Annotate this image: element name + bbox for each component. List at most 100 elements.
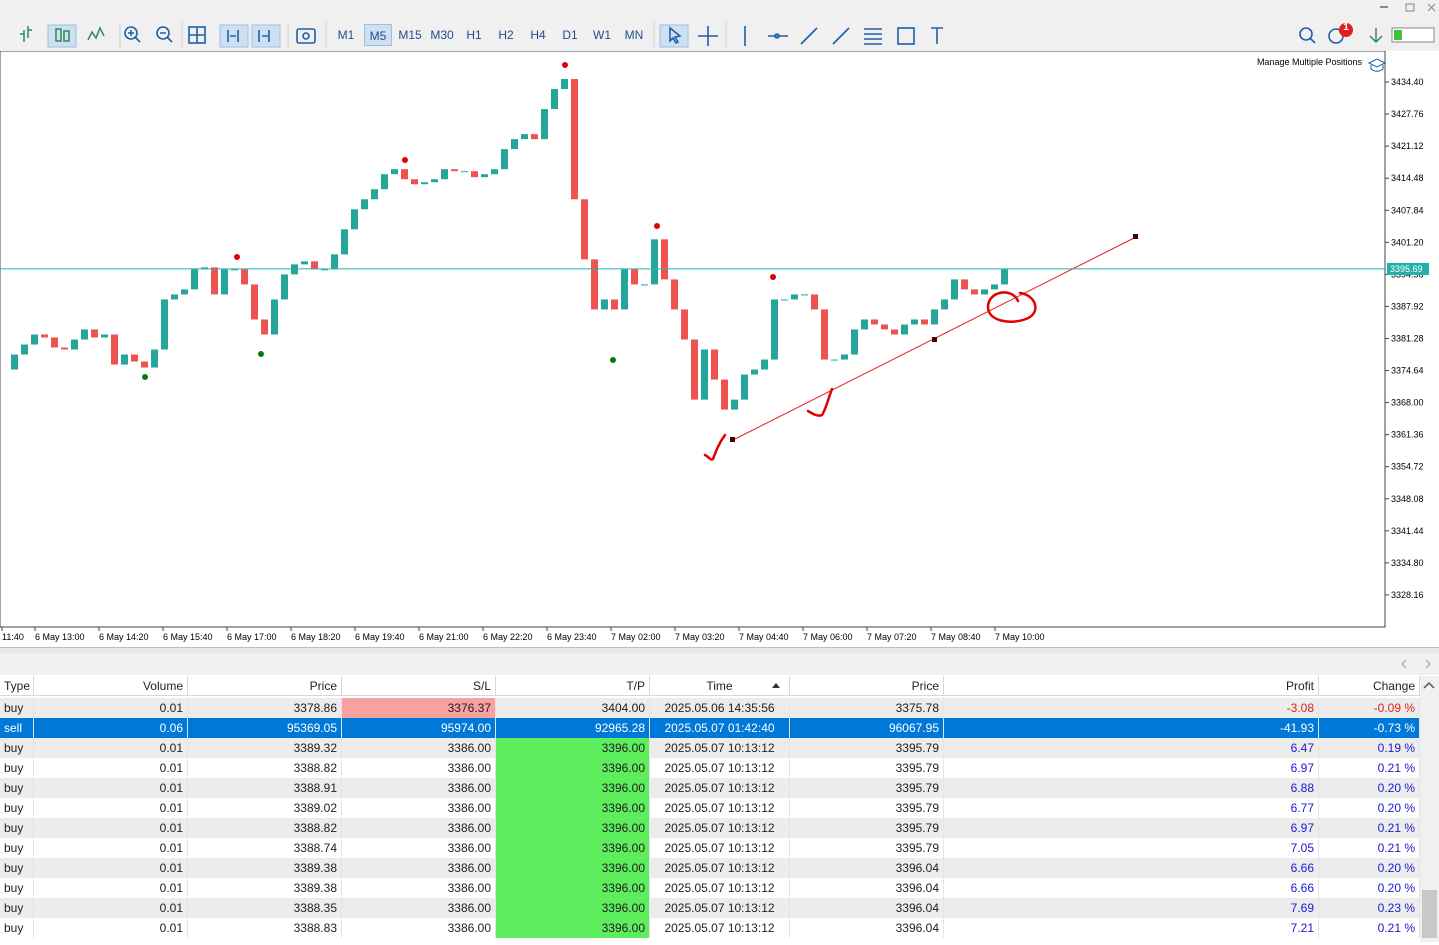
candle: [501, 149, 508, 170]
candle: [861, 319, 868, 330]
candle: [661, 239, 668, 280]
timeframe-button[interactable]: H2: [498, 28, 514, 42]
cell: 95369.05: [188, 718, 342, 738]
candle: [411, 179, 418, 185]
candle: [531, 134, 538, 140]
candle: [101, 334, 108, 338]
cell: 0.01: [34, 798, 188, 818]
cell: 0.20 %: [1319, 798, 1420, 818]
y-tick-label: 3361.36: [1391, 430, 1424, 440]
candle: [771, 299, 778, 360]
cell: 0.21 %: [1319, 758, 1420, 778]
cell: 0.01: [34, 738, 188, 758]
column-header[interactable]: Type: [0, 676, 34, 696]
current-price-label: 3395.69: [1390, 264, 1423, 274]
scroll-arrows: [1401, 659, 1431, 669]
cell: 2025.05.07 10:13:12: [650, 758, 790, 778]
candle: [201, 267, 208, 270]
position-row[interactable]: buy 0.01 3389.38 3386.00 3396.00 2025.05.07 1…: [0, 858, 1420, 878]
column-header[interactable]: Price: [790, 676, 944, 696]
y-tick-label: 3328.16: [1391, 590, 1424, 600]
cell: 0.21 %: [1319, 838, 1420, 858]
candle: [61, 347, 68, 350]
cell: 3386.00: [342, 918, 496, 938]
position-row[interactable]: buy 0.01 3388.82 3386.00 3396.00 2025.05.07 1…: [0, 818, 1420, 838]
cell: 3388.91: [188, 778, 342, 798]
timeframe-button[interactable]: H1: [466, 28, 482, 42]
timeframe-button[interactable]: M1: [337, 28, 355, 42]
candle: [451, 169, 458, 172]
column-header[interactable]: Time: [650, 676, 790, 696]
column-header[interactable]: Price: [188, 676, 342, 696]
candle: [701, 349, 708, 400]
candle: [121, 354, 128, 365]
cell: -3.08: [944, 698, 1319, 718]
candle: [1001, 269, 1008, 285]
cell: 3404.00: [496, 698, 650, 718]
candle: [931, 309, 938, 325]
cell: 3395.79: [790, 758, 944, 778]
position-row[interactable]: buy 0.01 3388.74 3386.00 3396.00 2025.05.07 1…: [0, 838, 1420, 858]
column-header[interactable]: Profit: [944, 676, 1319, 696]
candle: [591, 259, 598, 310]
column-header[interactable]: S/L: [342, 676, 496, 696]
candle: [321, 269, 328, 271]
cell: 3395.79: [790, 778, 944, 798]
candle: [781, 299, 788, 301]
manage-label[interactable]: Manage Multiple Positions: [1257, 57, 1363, 67]
position-row[interactable]: buy 0.01 3389.02 3386.00 3396.00 2025.05.07 1…: [0, 798, 1420, 818]
position-row[interactable]: buy 0.01 3388.35 3386.00 3396.00 2025.05.07 1…: [0, 898, 1420, 918]
cell: 2025.05.07 10:13:12: [650, 858, 790, 878]
fractals: [142, 351, 616, 380]
cell: buy: [0, 918, 34, 938]
x-tick-label: 7 May 07:20: [867, 632, 917, 642]
position-row[interactable]: buy 0.01 3389.32 3386.00 3396.00 2025.05.07 1…: [0, 738, 1420, 758]
position-row[interactable]: buy 0.01 3378.86 3376.37 3404.00 2025.05.06 1…: [0, 698, 1420, 718]
position-row[interactable]: buy 0.01 3388.83 3386.00 3396.00 2025.05.07 1…: [0, 918, 1420, 938]
position-row[interactable]: sell 0.06 95369.05 95974.00 92965.28 2025.05.…: [0, 718, 1420, 738]
cell: 3386.00: [342, 838, 496, 858]
timeframe-button[interactable]: M30: [430, 28, 454, 42]
cell: 2025.05.07 10:13:12: [650, 878, 790, 898]
position-row[interactable]: buy 0.01 3388.82 3386.00 3396.00 2025.05.07 1…: [0, 758, 1420, 778]
cell: 6.66: [944, 878, 1319, 898]
candle: [691, 339, 698, 400]
timeframe-button[interactable]: MN: [624, 28, 644, 42]
timeframe-button[interactable]: H4: [530, 28, 546, 42]
drawings: Manage Multiple Positions: [142, 57, 1387, 461]
cell: 6.47: [944, 738, 1319, 758]
cell: 0.23 %: [1319, 898, 1420, 918]
column-header[interactable]: Volume: [34, 676, 188, 696]
timeframe-button[interactable]: M5: [364, 24, 392, 46]
cell: 2025.05.07 10:13:12: [650, 838, 790, 858]
position-row[interactable]: buy 0.01 3388.91 3386.00 3396.00 2025.05.07 1…: [0, 778, 1420, 798]
column-header[interactable]: T/P: [496, 676, 650, 696]
candle: [491, 169, 498, 175]
panel-header: [0, 653, 1439, 675]
cell: 95974.00: [342, 718, 496, 738]
timeframe-button[interactable]: W1: [593, 28, 611, 42]
candle: [521, 134, 528, 140]
column-header[interactable]: Change: [1319, 676, 1420, 696]
x-tick-label: 7 May 10:00: [995, 632, 1045, 642]
scrollbar[interactable]: [1420, 676, 1439, 942]
candle: [681, 309, 688, 340]
timeframe-button[interactable]: M15: [398, 28, 422, 42]
candle: [721, 379, 728, 410]
cell: 6.66: [944, 858, 1319, 878]
candle: [621, 269, 628, 310]
candle: [651, 239, 658, 285]
candle: [581, 199, 588, 260]
candle: [341, 229, 348, 255]
x-tick-label: 7 May 02:00: [611, 632, 661, 642]
position-row[interactable]: buy 0.01 3389.38 3386.00 3396.00 2025.05.07 1…: [0, 878, 1420, 898]
window-controls: [1380, 3, 1436, 12]
candle: [41, 334, 48, 338]
anchor: [932, 337, 937, 342]
candle: [731, 399, 738, 410]
cell: 3396.00: [496, 918, 650, 938]
candle: [561, 79, 568, 90]
timeframe-button[interactable]: D1: [562, 28, 578, 42]
candle: [81, 329, 88, 340]
